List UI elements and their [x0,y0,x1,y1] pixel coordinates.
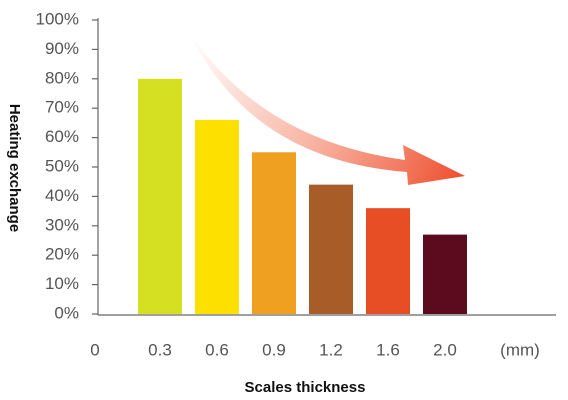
x-origin-label: 0 [90,340,99,359]
x-tick-label: 0.9 [262,340,286,359]
x-tick-label: 1.2 [319,340,343,359]
x-tick-label: 2.0 [433,340,457,359]
y-tick-label: 20% [45,245,79,264]
bar [366,208,410,314]
x-unit-label: (mm) [500,340,540,359]
y-tick-label: 50% [45,156,79,175]
x-tick-label: 0.3 [148,340,172,359]
bar [252,152,296,314]
bar [138,78,182,314]
y-tick-label: 80% [45,68,79,87]
x-tick-label: 0.6 [205,340,229,359]
y-tick-label: 70% [45,98,79,117]
bar [195,119,239,315]
arrow-shape [188,30,465,185]
y-tick-label: 60% [45,127,79,146]
y-tick-label: 0% [54,303,79,322]
y-tick-label: 10% [45,274,79,293]
x-axis-label: Scales thickness [245,379,366,396]
bar [423,234,467,314]
trend-arrow [188,30,465,185]
x-tick-label: 1.6 [376,340,400,359]
y-axis-label: Heating exchange [6,104,23,232]
y-tick-label: 100% [36,9,79,28]
y-tick-label: 90% [45,39,79,58]
y-tick-label: 40% [45,186,79,205]
bar [309,184,353,314]
y-tick-label: 30% [45,215,79,234]
